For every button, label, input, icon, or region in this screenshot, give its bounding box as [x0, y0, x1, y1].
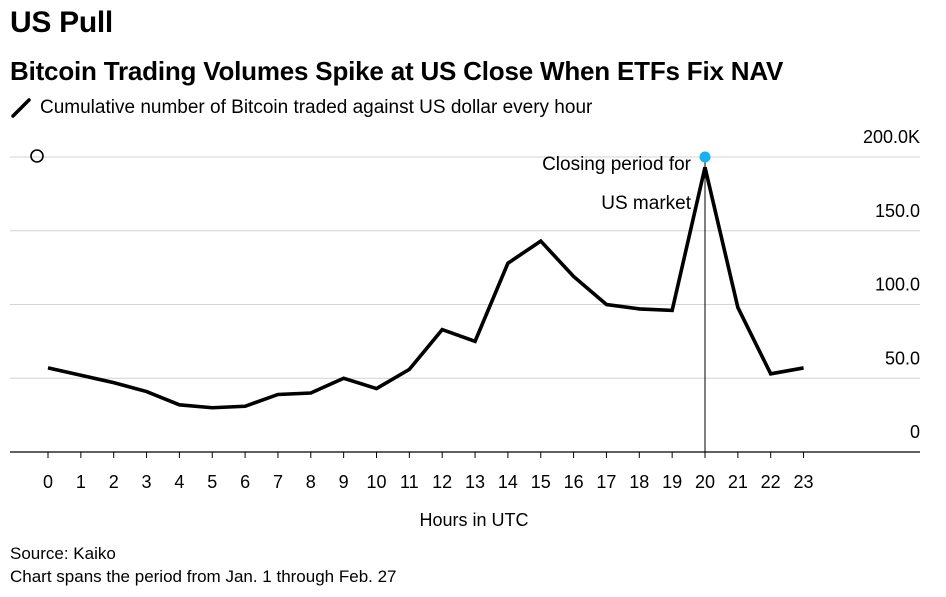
x-tick-label: 17 — [596, 472, 616, 492]
x-tick-label: 8 — [306, 472, 316, 492]
y-tick-label: 50.0 — [885, 348, 920, 368]
chart-headline: Bitcoin Trading Volumes Spike at US Clos… — [10, 56, 784, 86]
annotation-marker — [699, 151, 711, 163]
x-tick-label: 23 — [794, 472, 814, 492]
series — [47, 166, 804, 410]
chart-kicker: US Pull — [10, 6, 113, 39]
x-tick-label: 4 — [174, 472, 184, 492]
x-tick-label: 9 — [339, 472, 349, 492]
annotation: Closing period for US market — [542, 151, 711, 452]
legend: Cumulative number of Bitcoin traded agai… — [10, 97, 592, 119]
x-tick-label: 6 — [240, 472, 250, 492]
x-tick-label: 10 — [366, 472, 386, 492]
x-tick-label: 7 — [273, 472, 283, 492]
x-tick-label: 3 — [142, 472, 152, 492]
series-line — [47, 166, 804, 410]
y-tick-label: 0 — [910, 422, 920, 442]
annotation-text-line-2: US market — [601, 193, 691, 214]
x-tick-label: 1 — [76, 472, 86, 492]
x-tick-label: 2 — [109, 472, 119, 492]
x-tick-label: 5 — [207, 472, 217, 492]
y-axis-ticks: 0 50.0 100.0 150.0 200.0K — [863, 127, 920, 442]
x-tick-label: 12 — [432, 472, 452, 492]
source-note: Source: Kaiko — [10, 544, 116, 563]
x-tick-label: 20 — [695, 472, 715, 492]
x-tick-label: 18 — [629, 472, 649, 492]
x-tick-label: 19 — [662, 472, 682, 492]
x-tick-label: 22 — [761, 472, 781, 492]
clock-icon — [30, 149, 44, 163]
x-tick-label: 14 — [498, 472, 518, 492]
x-tick-label: 21 — [728, 472, 748, 492]
x-tick-label: 11 — [400, 472, 419, 492]
annotation-text-line-1: Closing period for — [542, 154, 692, 175]
period-note: Chart spans the period from Jan. 1 throu… — [10, 567, 397, 586]
x-axis-ticks: 0 1 2 3 4 5 6 7 8 9 10 11 12 13 14 15 16 17 18 19 20 21 22 23 — [43, 452, 814, 492]
y-tick-label: 150.0 — [875, 201, 920, 221]
y-tick-label: 100.0 — [875, 275, 920, 295]
gridlines — [10, 156, 920, 453]
x-tick-label: 13 — [465, 472, 485, 492]
x-tick-label: 15 — [531, 472, 551, 492]
x-axis-label: Hours in UTC — [419, 510, 528, 530]
line-swatch-icon — [11, 98, 31, 118]
y-tick-label: 200.0K — [863, 127, 920, 147]
x-tick-label: 0 — [43, 472, 53, 492]
legend-label: Cumulative number of Bitcoin traded agai… — [40, 97, 593, 118]
x-tick-label: 16 — [564, 472, 584, 492]
